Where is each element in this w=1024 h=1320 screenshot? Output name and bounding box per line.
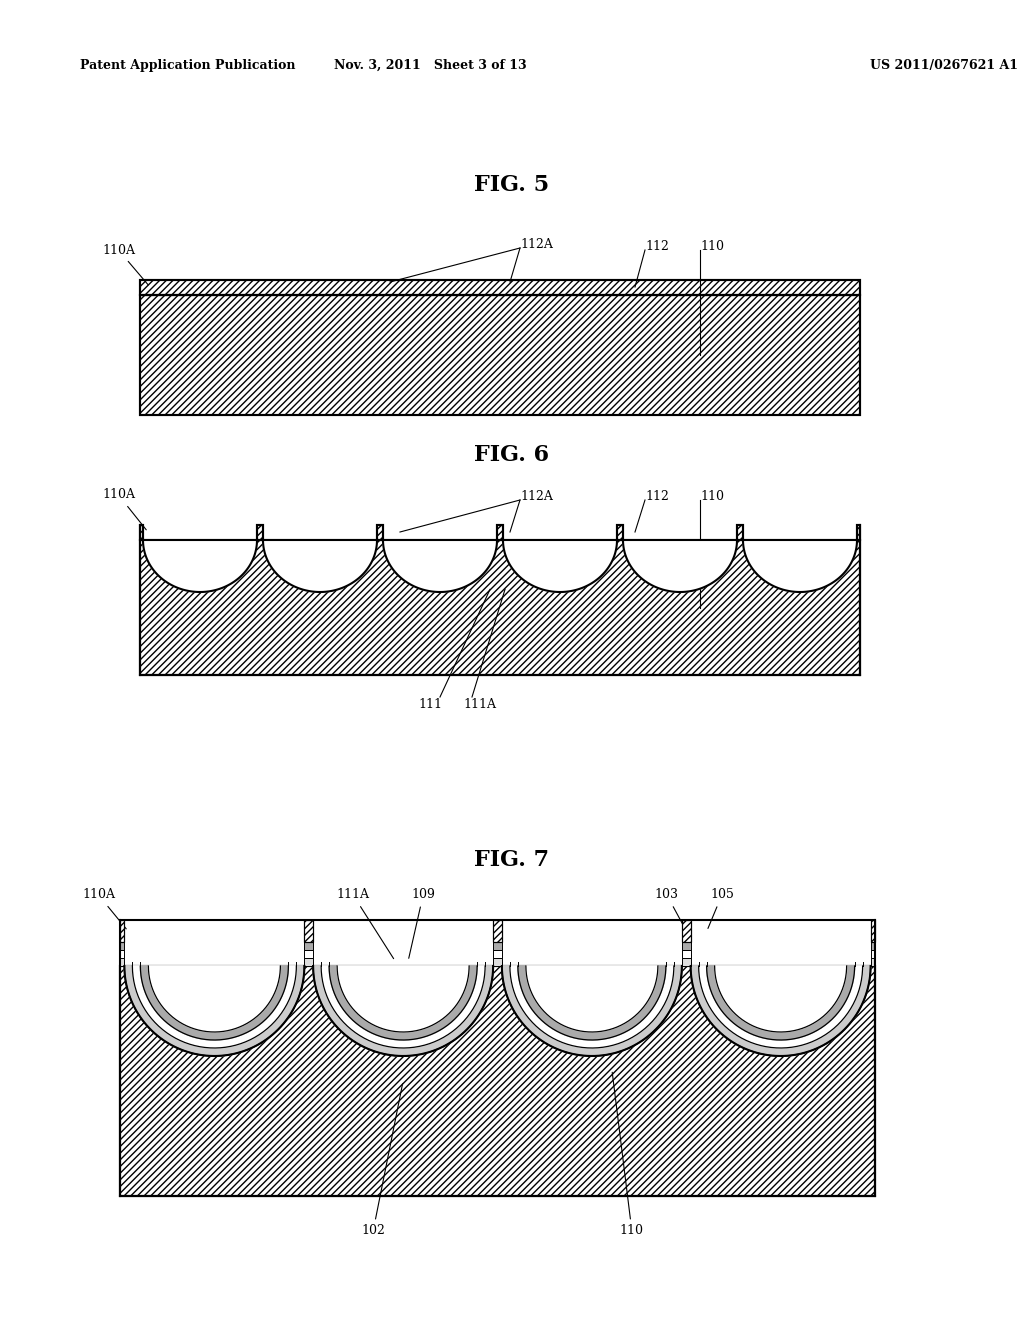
Polygon shape bbox=[337, 966, 469, 1032]
Text: 112: 112 bbox=[645, 491, 669, 503]
Text: 112A: 112A bbox=[520, 239, 553, 252]
Bar bbox=[857, 525, 860, 540]
Bar bbox=[857, 525, 860, 540]
Text: 110A: 110A bbox=[82, 888, 126, 929]
Polygon shape bbox=[143, 540, 257, 591]
Bar bbox=[494, 942, 502, 950]
Polygon shape bbox=[140, 966, 289, 1040]
Bar bbox=[494, 920, 502, 942]
Polygon shape bbox=[707, 966, 855, 1040]
Text: US 2011/0267621 A1: US 2011/0267621 A1 bbox=[870, 58, 1018, 71]
Polygon shape bbox=[518, 966, 666, 1040]
Bar bbox=[682, 942, 690, 950]
Text: 111A: 111A bbox=[337, 888, 393, 958]
Bar bbox=[870, 950, 874, 958]
Bar bbox=[682, 950, 690, 958]
Bar bbox=[617, 525, 623, 540]
Bar bbox=[304, 942, 313, 950]
Bar bbox=[120, 942, 124, 950]
Text: 111: 111 bbox=[418, 698, 442, 711]
Text: FIG. 7: FIG. 7 bbox=[474, 849, 550, 871]
Text: 110: 110 bbox=[700, 491, 724, 503]
Bar bbox=[304, 958, 313, 966]
Polygon shape bbox=[148, 966, 281, 1032]
Text: 112A: 112A bbox=[520, 491, 553, 503]
Bar bbox=[140, 540, 860, 675]
Bar bbox=[120, 920, 124, 942]
Polygon shape bbox=[329, 966, 477, 1040]
Text: 103: 103 bbox=[655, 888, 685, 929]
Text: 110: 110 bbox=[700, 240, 724, 253]
Bar bbox=[140, 294, 860, 414]
Bar bbox=[617, 525, 623, 540]
Polygon shape bbox=[690, 966, 870, 1056]
Text: Patent Application Publication: Patent Application Publication bbox=[80, 58, 296, 71]
Text: 110: 110 bbox=[612, 1072, 644, 1238]
Text: 102: 102 bbox=[361, 1084, 402, 1238]
Text: 109: 109 bbox=[409, 888, 435, 958]
Polygon shape bbox=[313, 966, 494, 1056]
Text: FIG. 5: FIG. 5 bbox=[474, 174, 550, 195]
Bar bbox=[304, 920, 313, 942]
Bar bbox=[494, 920, 502, 942]
Bar bbox=[870, 920, 874, 942]
Polygon shape bbox=[715, 966, 847, 1032]
Bar bbox=[120, 950, 124, 958]
Bar bbox=[140, 540, 860, 675]
Bar bbox=[497, 525, 503, 540]
Bar bbox=[870, 920, 874, 942]
Bar bbox=[870, 958, 874, 966]
Polygon shape bbox=[313, 966, 494, 1056]
Bar bbox=[257, 525, 263, 540]
Text: FIG. 6: FIG. 6 bbox=[474, 444, 550, 466]
Bar bbox=[304, 950, 313, 958]
Bar bbox=[140, 294, 860, 414]
Polygon shape bbox=[503, 540, 617, 591]
Bar bbox=[120, 966, 874, 1196]
Text: 110A: 110A bbox=[102, 488, 146, 529]
Bar bbox=[377, 525, 383, 540]
Bar bbox=[120, 966, 874, 1196]
Bar bbox=[870, 942, 874, 950]
Polygon shape bbox=[383, 540, 497, 591]
Polygon shape bbox=[132, 966, 296, 1048]
Polygon shape bbox=[623, 540, 737, 591]
Bar bbox=[737, 525, 743, 540]
Polygon shape bbox=[526, 966, 657, 1032]
Polygon shape bbox=[322, 966, 485, 1048]
Bar bbox=[682, 920, 690, 942]
Bar bbox=[494, 958, 502, 966]
Polygon shape bbox=[124, 966, 304, 1056]
Text: 112: 112 bbox=[645, 240, 669, 253]
Bar bbox=[140, 525, 143, 540]
Bar bbox=[497, 525, 503, 540]
Bar bbox=[737, 525, 743, 540]
Text: 111A: 111A bbox=[464, 698, 497, 711]
Polygon shape bbox=[502, 966, 682, 1056]
Bar bbox=[682, 958, 690, 966]
Bar bbox=[494, 950, 502, 958]
Polygon shape bbox=[743, 540, 857, 591]
Text: 110A: 110A bbox=[102, 243, 148, 285]
Bar bbox=[304, 920, 313, 942]
Bar bbox=[140, 280, 860, 294]
Polygon shape bbox=[698, 966, 862, 1048]
Bar bbox=[120, 920, 124, 942]
Polygon shape bbox=[502, 966, 682, 1056]
Polygon shape bbox=[510, 966, 674, 1048]
Bar bbox=[120, 958, 124, 966]
Polygon shape bbox=[690, 966, 870, 1056]
Bar bbox=[140, 280, 860, 294]
Bar bbox=[682, 920, 690, 942]
Bar bbox=[257, 525, 263, 540]
Text: 105: 105 bbox=[708, 888, 734, 928]
Bar bbox=[377, 525, 383, 540]
Polygon shape bbox=[124, 966, 304, 1056]
Text: Nov. 3, 2011   Sheet 3 of 13: Nov. 3, 2011 Sheet 3 of 13 bbox=[334, 58, 526, 71]
Polygon shape bbox=[263, 540, 377, 591]
Bar bbox=[140, 525, 143, 540]
